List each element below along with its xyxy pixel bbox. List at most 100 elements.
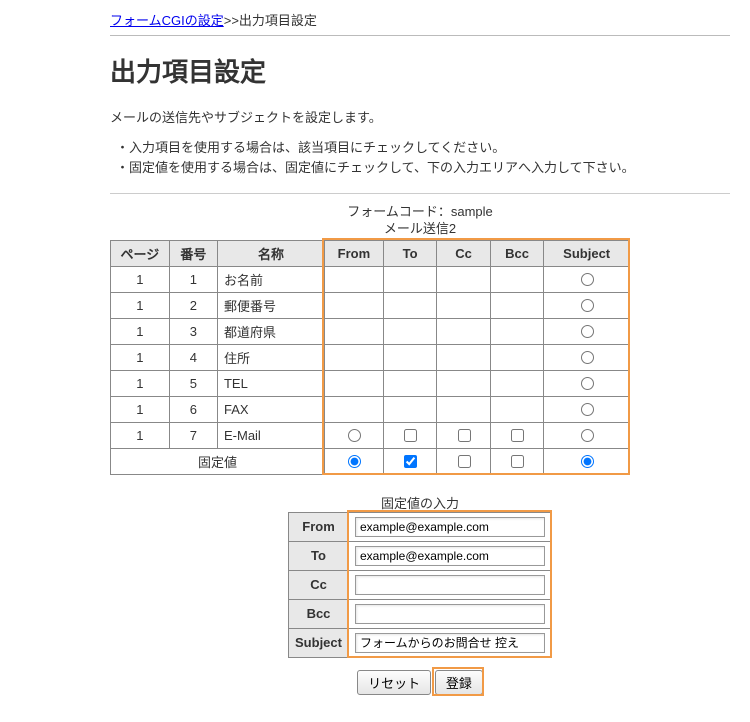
cell-num: 6 (169, 396, 217, 422)
radio-option[interactable] (581, 273, 594, 286)
breadcrumb-current: 出力項目設定 (239, 13, 317, 28)
cell-page: 1 (111, 344, 170, 370)
cell-to (383, 370, 437, 396)
cell-num: 7 (169, 422, 217, 448)
cell-cc (437, 422, 491, 448)
checkbox-option[interactable] (511, 429, 524, 442)
submit-button[interactable] (435, 670, 483, 695)
cell-bcc (490, 370, 544, 396)
cell-subject (544, 292, 630, 318)
radio-option[interactable] (581, 325, 594, 338)
cell-bcc (490, 266, 544, 292)
cell-to (383, 448, 437, 474)
fixed-input-from[interactable] (355, 517, 545, 537)
cell-cc (437, 292, 491, 318)
button-row (110, 670, 730, 695)
fixed-row-label: 固定値 (111, 448, 325, 474)
col-cc: Cc (437, 240, 491, 266)
fixed-input-row: To (289, 541, 552, 570)
checkbox-option[interactable] (458, 455, 471, 468)
cell-bcc (490, 318, 544, 344)
fixed-input-row: Bcc (289, 599, 552, 628)
instruction-list: ・入力項目を使用する場合は、該当項目にチェックしてください。 ・固定値を使用する… (116, 138, 730, 177)
table-row: 13都道府県 (111, 318, 630, 344)
breadcrumb-link[interactable]: フォームCGIの設定 (110, 13, 224, 28)
cell-subject (544, 422, 630, 448)
table-row: 15TEL (111, 370, 630, 396)
radio-option[interactable] (581, 455, 594, 468)
reset-button[interactable] (357, 670, 431, 695)
cell-num: 5 (169, 370, 217, 396)
cell-cc (437, 318, 491, 344)
cell-name: お名前 (217, 266, 324, 292)
fixed-input-label: Cc (289, 570, 349, 599)
radio-option[interactable] (581, 351, 594, 364)
col-name: 名称 (217, 240, 324, 266)
cell-subject (544, 396, 630, 422)
cell-cc (437, 396, 491, 422)
col-from: From (324, 240, 383, 266)
mail-send-num: 2 (449, 221, 456, 236)
cell-subject (544, 370, 630, 396)
divider (110, 35, 730, 36)
cell-from (324, 370, 383, 396)
cell-cc (437, 448, 491, 474)
radio-option[interactable] (581, 429, 594, 442)
cell-cc (437, 266, 491, 292)
cell-page: 1 (111, 318, 170, 344)
fixed-input-label: Subject (289, 628, 349, 657)
fixed-input-to[interactable] (355, 546, 545, 566)
radio-option[interactable] (581, 377, 594, 390)
cell-num: 1 (169, 266, 217, 292)
cell-to (383, 318, 437, 344)
fixed-value-row: 固定値 (111, 448, 630, 474)
fixed-input-bcc[interactable] (355, 604, 545, 624)
cell-page: 1 (111, 266, 170, 292)
table-row: 11お名前 (111, 266, 630, 292)
checkbox-option[interactable] (458, 429, 471, 442)
cell-from (324, 396, 383, 422)
cell-page: 1 (111, 370, 170, 396)
cell-page: 1 (111, 422, 170, 448)
cell-bcc (490, 292, 544, 318)
fixed-input-subject[interactable] (355, 633, 545, 653)
col-subject: Subject (544, 240, 630, 266)
cell-from (324, 318, 383, 344)
col-bcc: Bcc (490, 240, 544, 266)
radio-option[interactable] (348, 455, 361, 468)
checkbox-option[interactable] (404, 455, 417, 468)
radio-option[interactable] (348, 429, 361, 442)
form-code-value: sample (451, 204, 493, 219)
cell-to (383, 292, 437, 318)
cell-num: 2 (169, 292, 217, 318)
cell-name: 郵便番号 (217, 292, 324, 318)
instruction-item: ・固定値を使用する場合は、固定値にチェックして、下の入力エリアへ入力して下さい。 (116, 158, 730, 178)
form-meta: フォームコード：sample メール送信2 (110, 204, 730, 238)
fixed-input-cc[interactable] (355, 575, 545, 595)
radio-option[interactable] (581, 403, 594, 416)
intro-text: メールの送信先やサブジェクトを設定します。 (110, 107, 730, 126)
output-items-table: ページ 番号 名称 From To Cc Bcc Subject 11お名前12… (110, 240, 630, 475)
checkbox-option[interactable] (511, 455, 524, 468)
checkbox-option[interactable] (404, 429, 417, 442)
cell-bcc (490, 422, 544, 448)
cell-num: 3 (169, 318, 217, 344)
cell-subject (544, 344, 630, 370)
cell-bcc (490, 396, 544, 422)
table-row: 17E-Mail (111, 422, 630, 448)
cell-name: 住所 (217, 344, 324, 370)
radio-option[interactable] (581, 299, 594, 312)
cell-from (324, 292, 383, 318)
form-code-label: フォームコード： (347, 204, 451, 219)
cell-from (324, 448, 383, 474)
fixed-input-label: To (289, 541, 349, 570)
breadcrumb: フォームCGIの設定>>出力項目設定 (110, 10, 730, 29)
cell-to (383, 422, 437, 448)
cell-subject (544, 266, 630, 292)
col-num: 番号 (169, 240, 217, 266)
cell-name: E-Mail (217, 422, 324, 448)
cell-page: 1 (111, 396, 170, 422)
cell-bcc (490, 448, 544, 474)
cell-name: 都道府県 (217, 318, 324, 344)
col-to: To (383, 240, 437, 266)
